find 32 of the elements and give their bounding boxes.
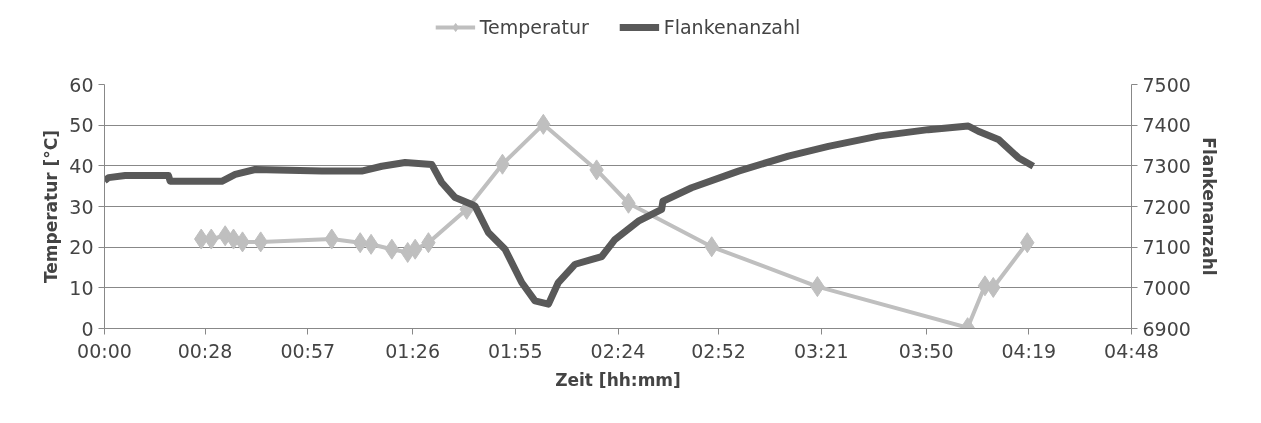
x-tick-label: 00:57 [280, 339, 336, 362]
x-tick-label: 01:55 [487, 339, 543, 362]
y-tick-label: 0 [81, 317, 94, 340]
legend-label: Flankenanzahl [663, 16, 801, 38]
y2-tick-label: 6900 [1142, 317, 1191, 340]
x-tick-label: 03:50 [898, 339, 954, 362]
x-tick-label: 00:00 [77, 339, 132, 362]
x-tick-label: 04:19 [1001, 339, 1057, 362]
legend-label: Temperatur [479, 16, 589, 38]
y-tick-label: 20 [69, 236, 94, 259]
x-tick-label: 01:26 [385, 339, 440, 362]
x-tick-label: 02:52 [691, 339, 746, 362]
y2-tick-label: 7500 [1142, 73, 1191, 96]
x-tick-label: 00:28 [177, 339, 233, 362]
y2-tick-label: 7400 [1142, 114, 1191, 137]
y-tick-label: 30 [69, 195, 94, 218]
y2-tick-label: 7000 [1142, 276, 1191, 299]
x-axis-title: Zeit [hh:mm] [555, 369, 681, 390]
y-tick-label: 50 [69, 114, 94, 137]
x-tick-label: 02:24 [590, 339, 646, 362]
point [384, 238, 400, 260]
y2-tick-label: 7200 [1142, 195, 1191, 218]
y-tick-label: 60 [69, 73, 94, 96]
x-tick-label: 03:21 [793, 339, 849, 362]
y-tick-label: 10 [69, 276, 94, 299]
y2-tick-label: 7300 [1142, 154, 1191, 177]
y2-axis-title: Flankenanzahl [1198, 137, 1219, 276]
x-tick-label: 04:48 [1104, 339, 1159, 362]
y-tick-label: 40 [69, 154, 94, 177]
point [363, 233, 379, 255]
y-axis-title: Temperatur [°C] [41, 129, 62, 284]
y2-tick-label: 7100 [1142, 236, 1191, 259]
